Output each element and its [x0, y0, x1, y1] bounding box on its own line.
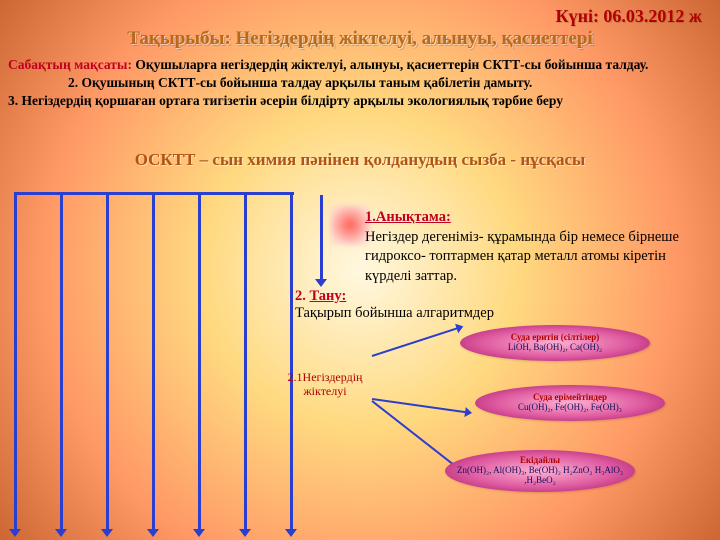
objective-2: 2. Оқушының СКТТ-сы бойынша талдау арқыл… — [68, 75, 532, 90]
objective-1: Оқушыларға негіздердің жіктелуі, алынуы,… — [135, 57, 648, 72]
ellipse-insoluble: Суда ерімейтіндер Cu(OH)₂, Fe(OH)₂, Fe(O… — [475, 385, 665, 421]
connector-3 — [371, 400, 459, 469]
objectives-block: Сабақтың мақсаты: Оқушыларға негіздердің… — [8, 56, 712, 111]
down-arrow-icon — [60, 192, 63, 530]
objectives-label: Сабақтың мақсаты: — [8, 57, 135, 72]
ellipse-body: LiOH, Ba(OH)₂, Ca(OH)₂ — [508, 343, 602, 353]
ellipse-amphoteric: Екідайлы Zn(OH)₂, Al(OH)₃, Be(OH)₂ H₂ZnO… — [445, 450, 635, 492]
page-title: Тақырыбы: Негіздердің жіктелуі, алынуы, … — [0, 28, 720, 50]
down-arrow-icon — [14, 192, 17, 530]
down-arrow-icon — [198, 192, 201, 530]
definition-heading: 1.Анықтама: — [365, 209, 451, 225]
connector-1 — [372, 327, 458, 357]
ellipse-body: Zn(OH)₂, Al(OH)₃, Be(OH)₂ H₂ZnO₂ H₃AlO₃ … — [451, 466, 629, 486]
tanu-body: Тақырып бойынша алгаритмдер — [295, 305, 494, 321]
down-arrow-icon — [290, 192, 293, 530]
tanu-heading: 2. Тану: — [295, 288, 346, 304]
osktt-heading: ОСКТТ – сын химия пәнінен қолданудың сыз… — [0, 150, 720, 170]
down-arrow-icon — [152, 192, 155, 530]
definition-block: 1.Анықтама: Негіздер дегеніміз- құрамынд… — [365, 208, 702, 286]
date-text: Күні: 06.03.2012 ж — [556, 6, 702, 27]
down-arrow-icon — [244, 192, 247, 530]
ellipse-soluble: Суда еритін (сілтілер) LiOH, Ba(OH)₂, Ca… — [460, 325, 650, 361]
ellipse-body: Cu(OH)₂, Fe(OH)₂, Fe(OH)₃ — [518, 403, 622, 413]
down-arrow-icon — [106, 192, 109, 530]
objective-3: 3. Негіздердің қоршаған ортаға тигізетін… — [8, 93, 563, 108]
mid-down-arrow-icon — [320, 195, 323, 280]
red-accent-icon — [330, 205, 370, 245]
tanu-block: 2. Тану: Тақырып бойынша алгаритмдер — [295, 288, 494, 322]
definition-body: Негіздер дегеніміз- құрамында бір немесе… — [365, 229, 679, 284]
classification-label: 2.1Негіздердің жіктелуі — [280, 370, 370, 399]
